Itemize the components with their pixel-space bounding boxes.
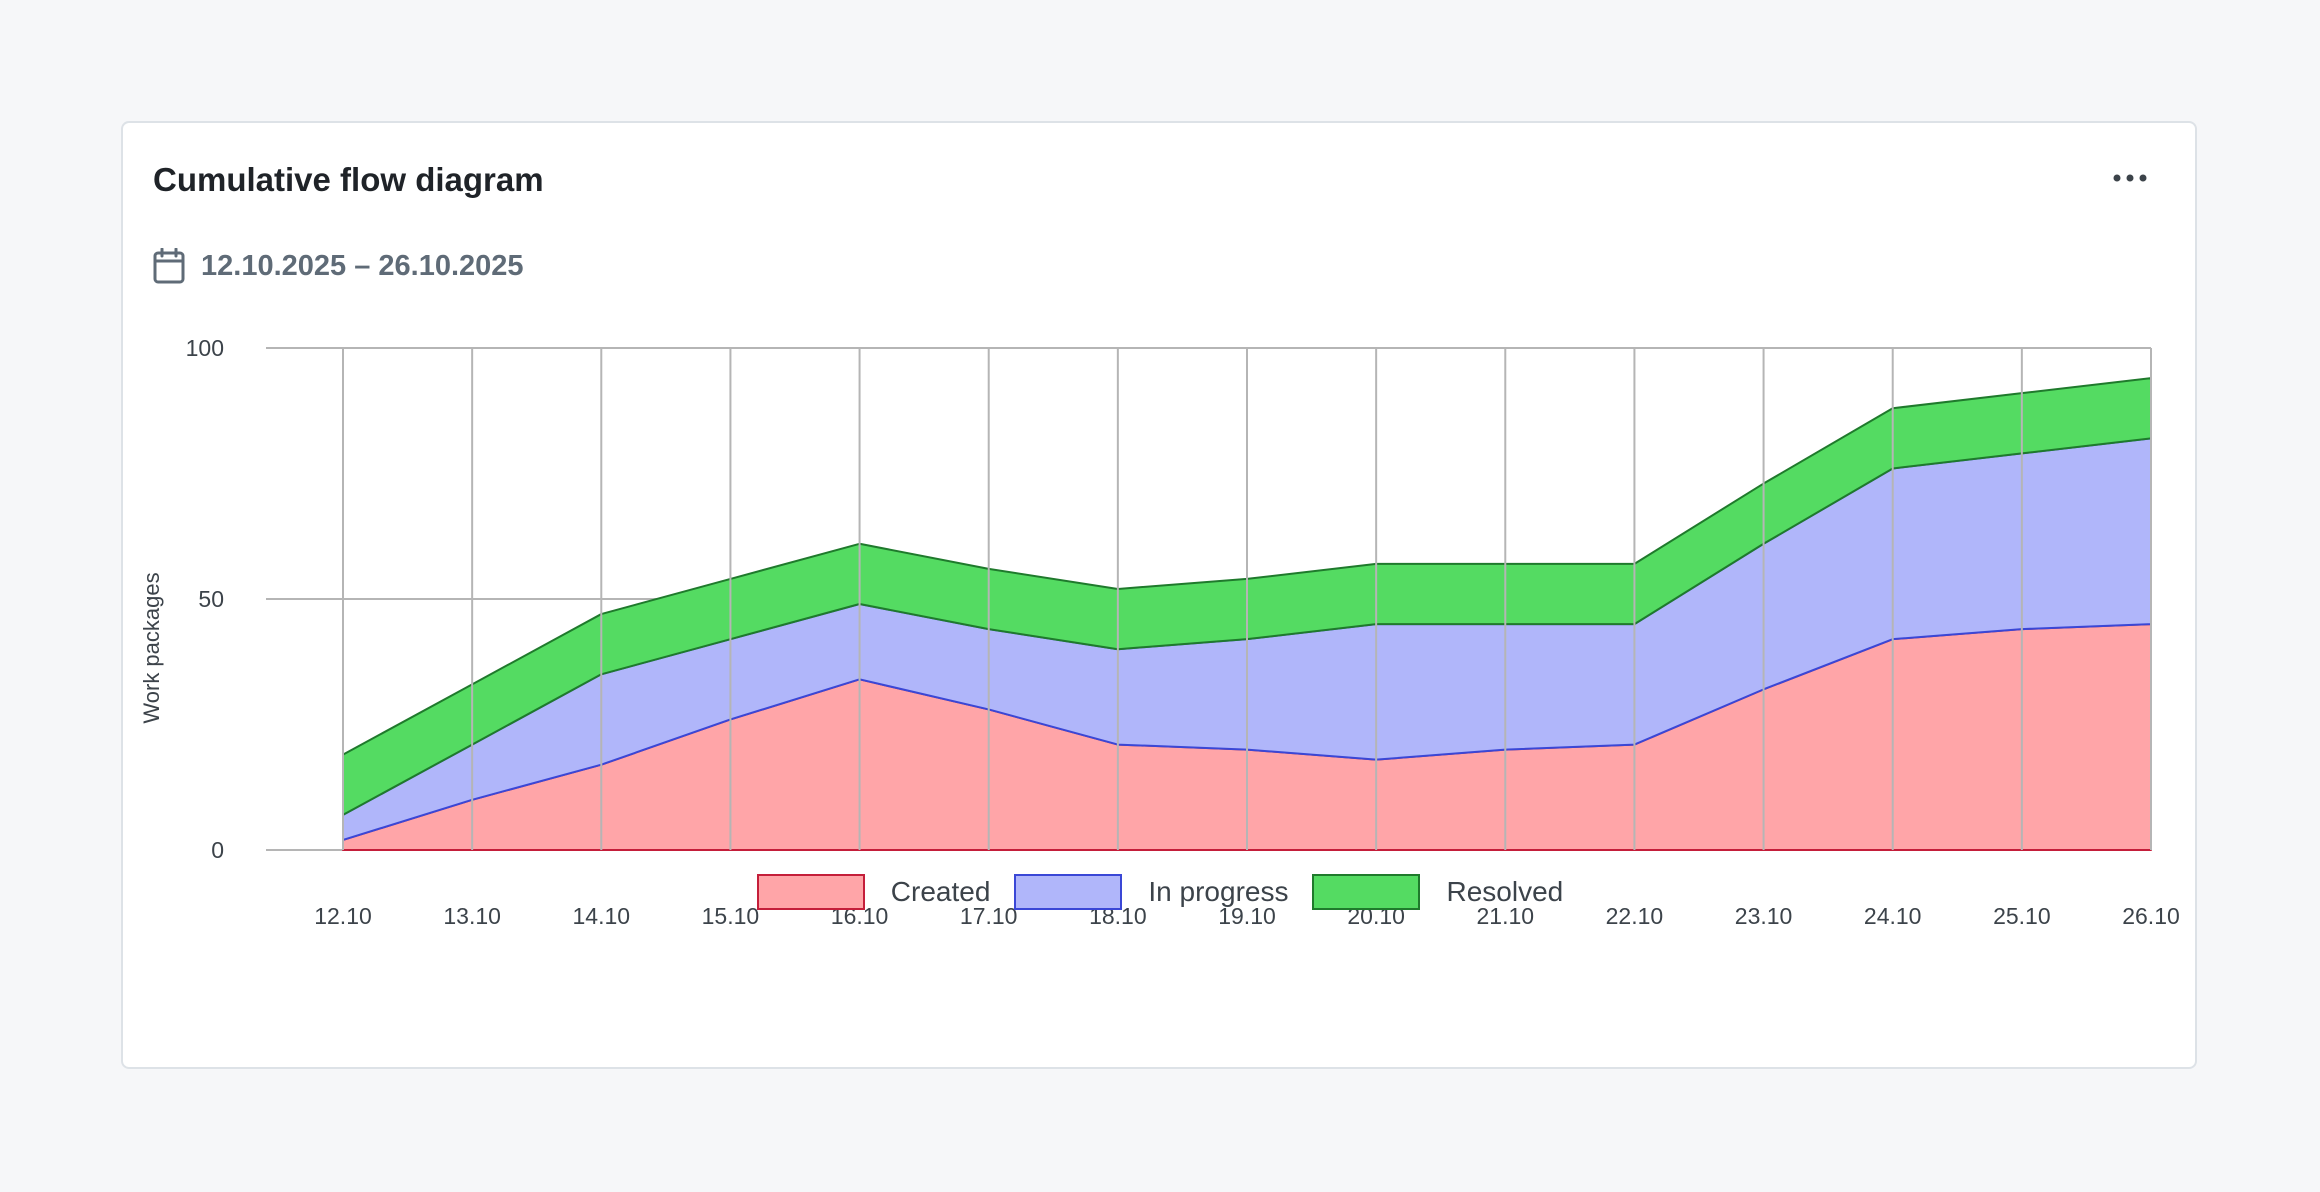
calendar-icon	[153, 248, 185, 284]
date-range: 12.10.2025 – 26.10.2025	[201, 249, 524, 282]
x-tick-label: 12.10	[314, 903, 372, 929]
x-tick-label: 15.10	[702, 903, 760, 929]
more-options-button[interactable]	[2107, 163, 2157, 193]
legend-swatch	[1312, 874, 1421, 910]
legend-label: In progress	[1148, 876, 1289, 907]
more-horizontal-icon	[2113, 174, 2147, 182]
legend-label: Resolved	[1446, 876, 1564, 907]
chart-vertical-grid	[342, 348, 2152, 850]
legend-item[interactable]: In progress	[1014, 874, 1288, 910]
x-tick-label: 17.10	[960, 903, 1018, 929]
y-tick-label: 0	[211, 837, 224, 863]
y-tick-label: 50	[198, 586, 224, 612]
legend-item[interactable]: Resolved	[1312, 874, 1563, 910]
x-tick-label: 25.10	[1993, 903, 2051, 929]
legend-item[interactable]: Created	[756, 874, 991, 910]
date-range-row: 12.10.2025 – 26.10.2025	[153, 248, 524, 284]
x-tick-label: 22.10	[1606, 903, 1664, 929]
card-title: Cumulative flow diagram	[153, 161, 544, 198]
x-tick-label: 24.10	[1864, 903, 1922, 929]
x-tick-label: 13.10	[443, 903, 501, 929]
x-tick-label: 19.10	[1218, 903, 1276, 929]
x-tick-label: 21.10	[1477, 903, 1535, 929]
legend-label: Created	[890, 876, 991, 907]
x-tick-label: 26.10	[2122, 903, 2180, 929]
legend-swatch	[1014, 874, 1123, 910]
y-axis-label: Work packages	[139, 572, 164, 723]
chart-legend: Created In progress Resolved	[0, 870, 2320, 914]
legend-swatch	[756, 874, 865, 910]
x-tick-label: 23.10	[1735, 903, 1793, 929]
y-tick-label: 100	[186, 335, 224, 361]
x-tick-label: 14.10	[573, 903, 631, 929]
